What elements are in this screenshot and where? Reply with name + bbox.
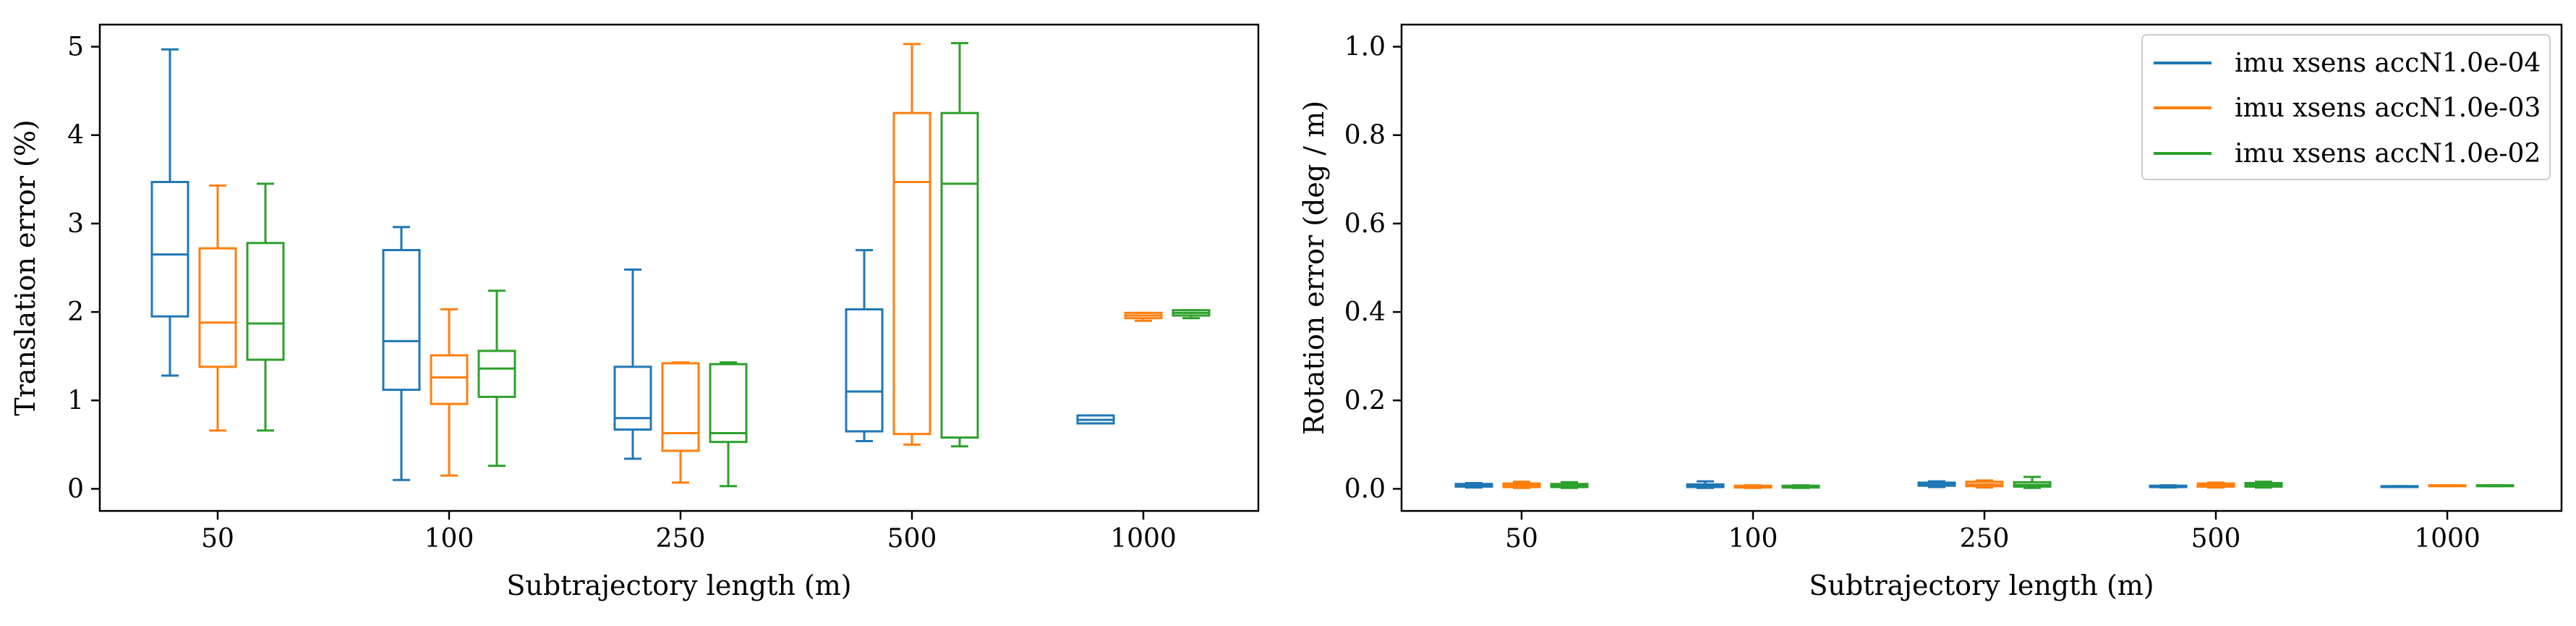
y-tick-label: 0 — [67, 474, 84, 504]
x-axis-label: Subtrajectory length (m) — [506, 570, 851, 601]
y-tick-label: 1.0 — [1344, 33, 1386, 62]
box-group — [661, 361, 700, 484]
box-iqr — [382, 249, 421, 392]
x-tick-label: 50 — [1505, 524, 1538, 554]
legend-frame — [2141, 34, 2551, 180]
box-group — [1550, 481, 1589, 489]
legend-entry: imu xsens accN1.0e-02 — [2154, 139, 2541, 169]
x-tick-label: 100 — [1728, 524, 1778, 554]
box-iqr — [892, 111, 931, 436]
x-tick-label: 1000 — [2414, 524, 2481, 554]
box-group — [940, 42, 979, 448]
box-group — [477, 289, 516, 468]
box-group — [1686, 480, 1725, 489]
box-group — [845, 249, 884, 442]
box-group — [1781, 484, 1820, 489]
x-tick-label: 50 — [201, 524, 234, 554]
x-axis-label: Subtrajectory length (m) — [1809, 570, 2154, 601]
box-iqr — [845, 308, 884, 433]
box-group — [2380, 485, 2419, 488]
box-group — [2196, 481, 2235, 489]
x-tick-label: 1000 — [1110, 524, 1177, 554]
y-tick-label: 0.2 — [1344, 386, 1386, 415]
translation-error-panel: 50 100 250 500 1000 0 1 2 3 4 5 Subtrajectory leng… — [9, 23, 1260, 601]
y-axis-label: Rotation error (deg / m) — [1298, 101, 1330, 435]
box-iqr — [613, 365, 652, 431]
box-group — [1454, 482, 1493, 489]
box-group — [1172, 309, 1211, 320]
y-tick-label: 0.0 — [1344, 474, 1386, 504]
box-group — [613, 268, 652, 460]
legend-entry: imu xsens accN1.0e-04 — [2154, 48, 2541, 78]
y-tick-label: 0.6 — [1344, 209, 1386, 239]
box-iqr — [150, 180, 189, 318]
box-iqr — [940, 111, 979, 439]
y-tick-label: 4 — [67, 121, 84, 151]
plot-frame — [1400, 23, 2563, 512]
box-group — [1124, 311, 1163, 322]
box-group — [2244, 481, 2283, 489]
y-tick-label: 0.8 — [1344, 121, 1386, 151]
x-tick-label: 500 — [887, 524, 937, 554]
y-axis-label: Translation error (%) — [9, 119, 41, 416]
box-iqr — [198, 247, 237, 368]
box-iqr — [430, 354, 469, 405]
box-group — [1502, 481, 1541, 489]
legend: imu xsens accN1.0e-04 imu xsens accN1.0e… — [2141, 34, 2551, 180]
box-iqr — [661, 362, 700, 452]
box-group — [430, 308, 469, 477]
box-group — [2149, 484, 2188, 489]
legend-label: imu xsens accN1.0e-04 — [2235, 48, 2541, 78]
legend-entry: imu xsens accN1.0e-03 — [2154, 93, 2541, 123]
box-group — [382, 226, 421, 481]
box-group — [709, 361, 748, 488]
box-group — [1076, 414, 1115, 425]
y-tick-label: 0.4 — [1344, 297, 1386, 327]
plot-frame — [98, 23, 1260, 512]
rotation-error-panel: 50 100 250 500 1000 0.0 0.2 0.4 0.6 0.8 1.0 Subtra… — [1298, 23, 2563, 601]
y-tick-label: 5 — [67, 33, 84, 62]
box-group — [892, 43, 931, 446]
box-group — [198, 184, 237, 432]
x-tick-label: 250 — [656, 524, 706, 554]
x-tick-label: 100 — [425, 524, 474, 554]
x-tick-label: 250 — [1960, 524, 2010, 554]
box-group — [150, 48, 189, 377]
y-tick-label: 1 — [67, 386, 84, 415]
box-group — [2013, 475, 2052, 489]
box-group — [1733, 484, 1773, 489]
y-tick-label: 2 — [67, 297, 84, 327]
legend-label: imu xsens accN1.0e-02 — [2235, 139, 2541, 169]
box-iqr — [709, 363, 748, 444]
box-iqr — [477, 350, 516, 398]
legend-label: imu xsens accN1.0e-03 — [2235, 93, 2541, 123]
box-group — [246, 182, 285, 432]
box-iqr — [246, 242, 285, 361]
box-group — [1917, 480, 1956, 488]
box-group — [1965, 479, 2004, 489]
y-tick-label: 3 — [67, 209, 84, 239]
x-tick-label: 500 — [2191, 524, 2241, 554]
